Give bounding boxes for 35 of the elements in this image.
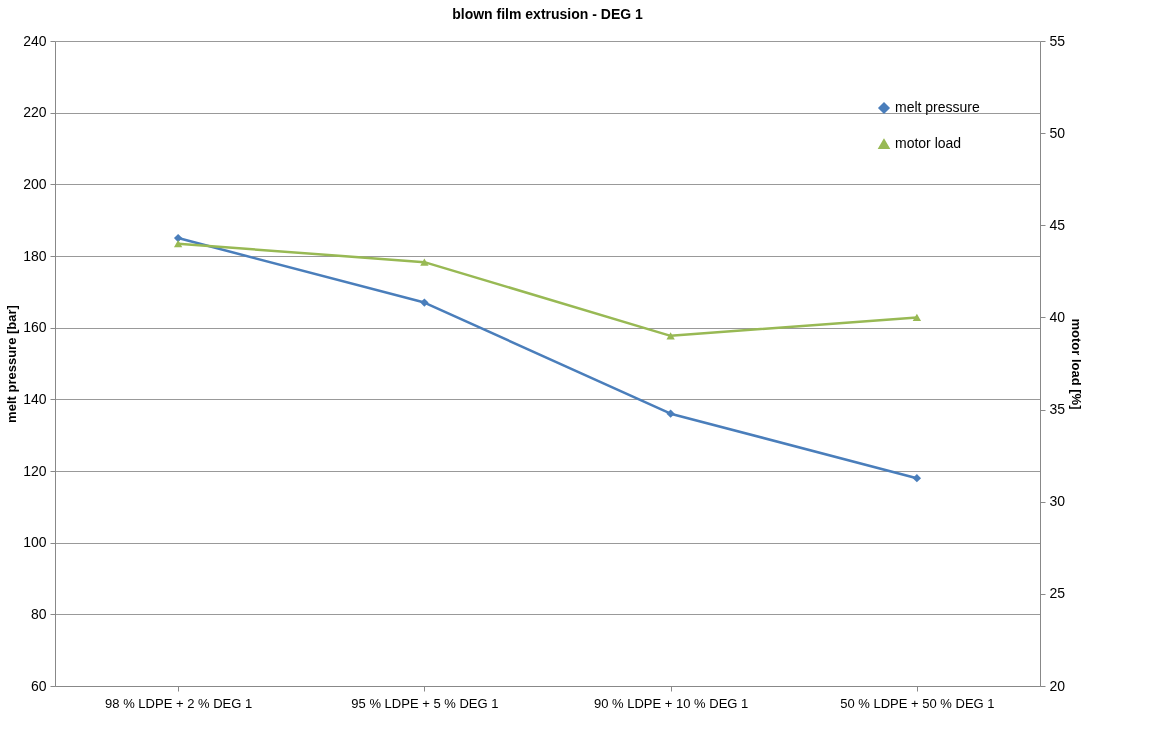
legend-label: melt pressure <box>895 99 981 115</box>
y2-tick-label: 25 <box>1049 585 1066 602</box>
y-tick-label: 60 <box>30 677 47 694</box>
point <box>912 473 922 483</box>
y-tick-label: 120 <box>23 462 47 479</box>
y-tick-label: 240 <box>23 32 47 49</box>
y-tick-label: 220 <box>23 104 47 121</box>
x-tick-label: 90 % LDPE + 10 % DEG 1 <box>593 695 749 711</box>
point <box>420 298 429 307</box>
y2-tick-label: 45 <box>1049 216 1066 233</box>
y-tick-label: 140 <box>23 390 47 407</box>
chart-title: blown film extrusion - DEG 1 <box>452 6 643 22</box>
point <box>912 313 922 322</box>
point <box>666 332 675 340</box>
y2-tick-label: 20 <box>1049 677 1066 694</box>
y2-tick-label: 50 <box>1049 124 1066 141</box>
y2-tick-label: 55 <box>1049 32 1066 49</box>
x-tick-label: 95 % LDPE + 5 % DEG 1 <box>351 695 499 711</box>
y2-tick-label: 35 <box>1049 401 1066 418</box>
point <box>173 233 183 243</box>
y-tick-label: 200 <box>23 175 47 192</box>
y-tick-label: 80 <box>30 605 47 622</box>
y2-tick-label: 40 <box>1049 308 1066 325</box>
y-tick-label: 180 <box>23 247 47 264</box>
point <box>420 258 429 266</box>
x-tick-label: 50 % LDPE + 50 % DEG 1 <box>840 695 995 711</box>
point <box>173 240 183 248</box>
y-tick-label: 160 <box>23 319 47 336</box>
x-tick-label: 98 % LDPE + 2 % DEG 1 <box>105 695 253 711</box>
legend-label: motor load <box>895 135 962 151</box>
point <box>666 409 675 418</box>
y-axis-title: melt pressure [bar] <box>4 305 20 423</box>
y-tick-label: 100 <box>23 534 47 551</box>
y2-tick-label: 30 <box>1049 493 1066 510</box>
y2-axis-title: motor load [%] <box>1069 318 1085 410</box>
